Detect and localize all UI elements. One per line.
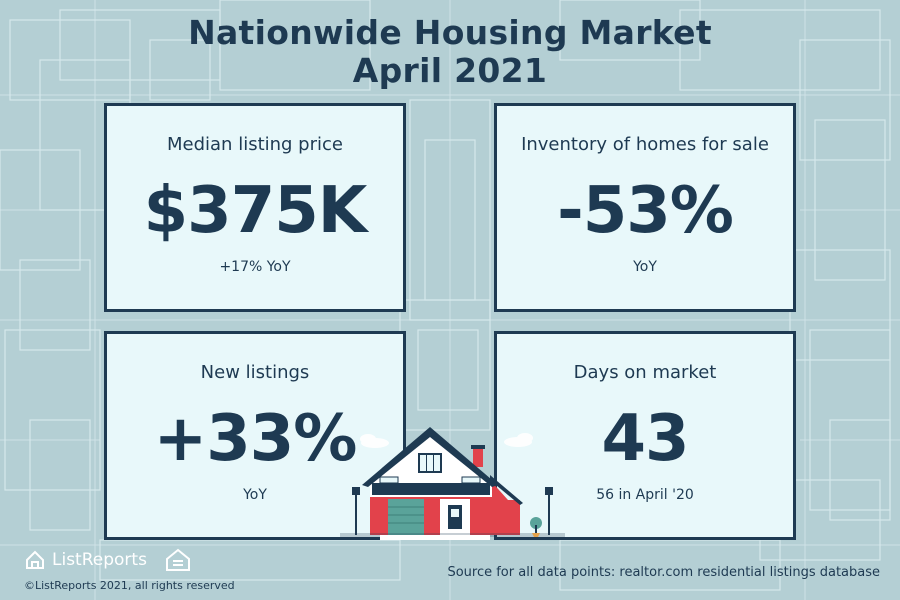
card-value: -53% — [557, 174, 734, 248]
card-value: 43 — [601, 402, 689, 476]
card-label: Inventory of homes for sale — [521, 134, 769, 155]
copyright-text: ©ListReports 2021, all rights reserved — [24, 579, 235, 592]
card-new-listings: New listings +33% YoY — [104, 331, 406, 540]
title-line-2: April 2021 — [352, 51, 548, 90]
card-inventory: Inventory of homes for sale -53% YoY — [494, 103, 796, 312]
card-median-listing-price: Median listing price $375K +17% YoY — [104, 103, 406, 312]
card-subtext: YoY — [633, 259, 657, 275]
card-label: Median listing price — [167, 134, 343, 155]
listreports-logo: ListReports — [24, 548, 191, 572]
card-subtext: +17% YoY — [219, 259, 291, 275]
listreports-logo-icon — [26, 550, 44, 569]
card-subtext: 56 in April '20 — [596, 487, 694, 503]
page-title: Nationwide Housing Market April 2021 — [0, 14, 900, 90]
equal-housing-opportunity-icon — [165, 548, 190, 571]
card-subtext: YoY — [243, 487, 267, 503]
card-label: New listings — [200, 362, 310, 383]
title-line-1: Nationwide Housing Market — [188, 13, 712, 52]
card-value: +33% — [153, 402, 358, 476]
card-value: $375K — [143, 174, 368, 248]
brand-name: ListReports — [52, 550, 147, 570]
card-label: Days on market — [573, 362, 717, 383]
house-illustration — [340, 427, 565, 540]
source-text: Source for all data points: realtor.com … — [447, 565, 880, 580]
card-days-on-market: Days on market 43 56 in April '20 — [494, 331, 796, 540]
